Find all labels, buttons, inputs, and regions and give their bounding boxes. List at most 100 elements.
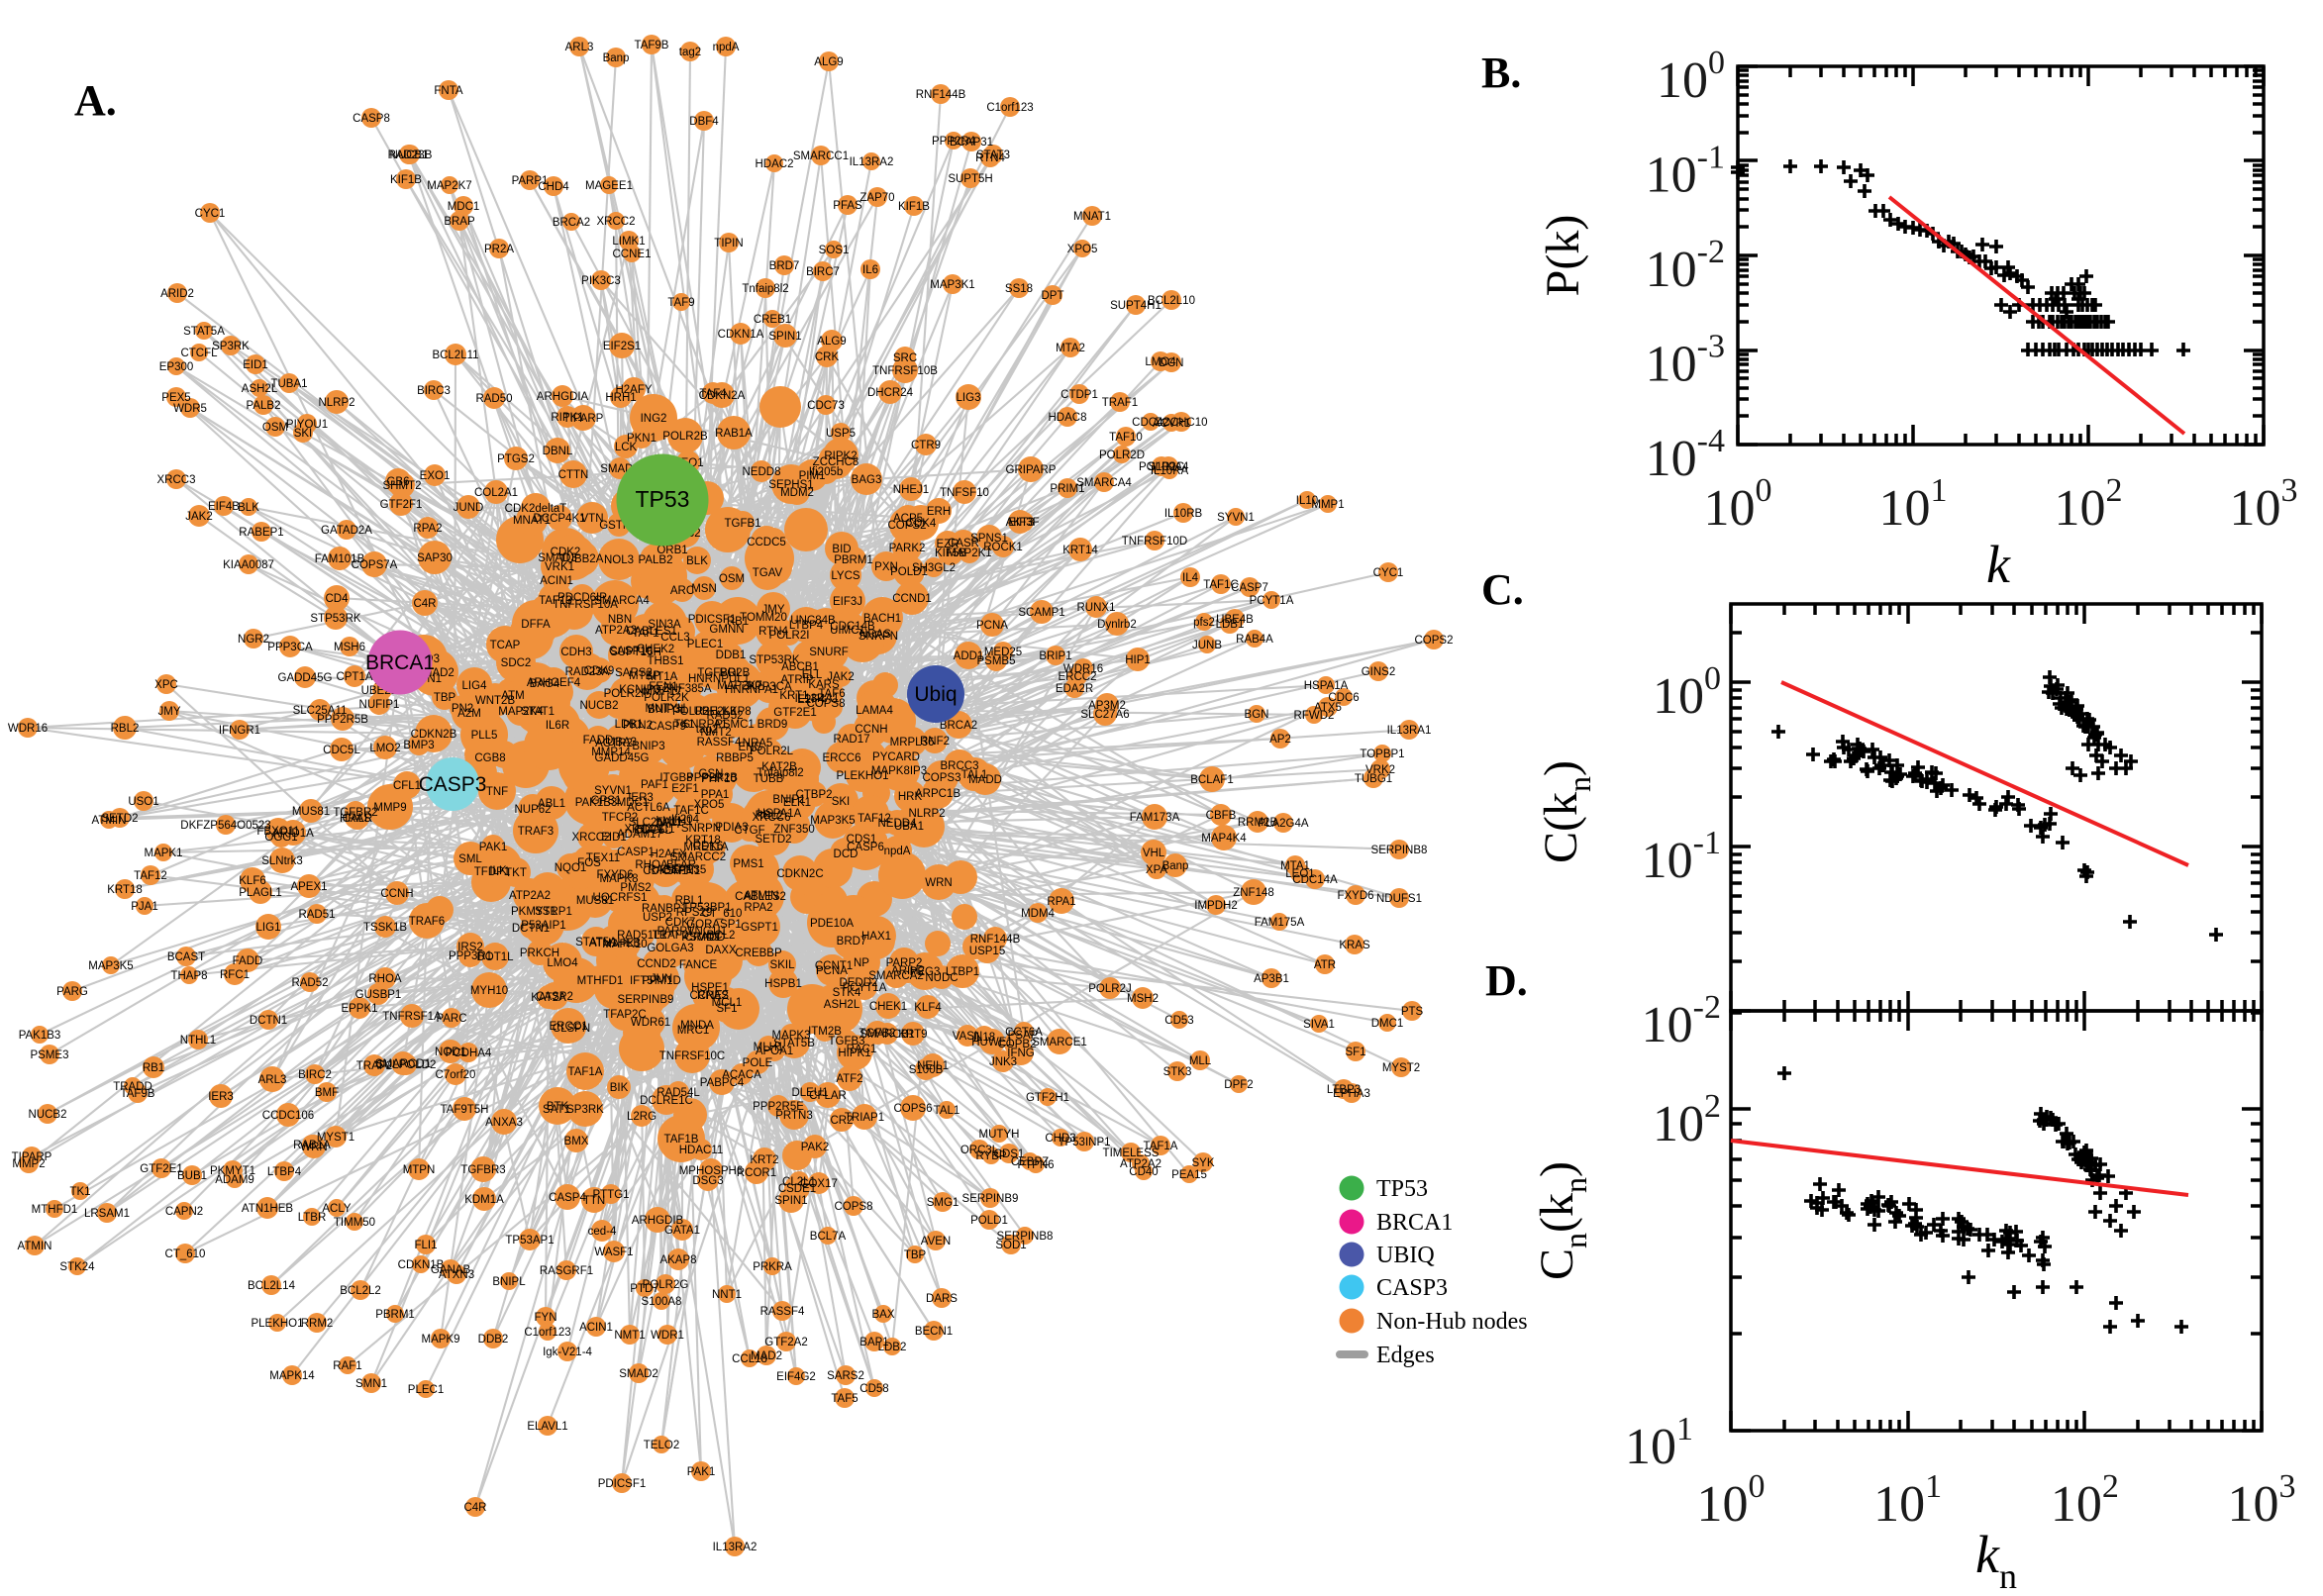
svg-text:CASP8: CASP8 xyxy=(353,113,390,125)
svg-text:CYC1: CYC1 xyxy=(195,208,226,220)
svg-text:SOD1: SOD1 xyxy=(995,1240,1026,1251)
svg-text:SLC25A11: SLC25A11 xyxy=(293,705,348,717)
svg-text:PARP1: PARP1 xyxy=(512,175,549,187)
svg-text:ATMIN: ATMIN xyxy=(92,815,127,827)
svg-text:CASR: CASR xyxy=(948,538,979,549)
svg-text:VHL: VHL xyxy=(1143,848,1165,859)
svg-text:OSM: OSM xyxy=(719,573,745,585)
svg-text:SNURF: SNURF xyxy=(809,647,849,658)
svg-text:RIPK2: RIPK2 xyxy=(824,450,857,462)
svg-text:CCT6A: CCT6A xyxy=(1005,1027,1043,1039)
svg-text:TNFRSF10B: TNFRSF10B xyxy=(872,365,938,377)
svg-text:TRAF2: TRAF2 xyxy=(356,1060,392,1072)
svg-text:P(k): P(k) xyxy=(1537,215,1589,297)
svg-text:S100A8: S100A8 xyxy=(642,1296,682,1308)
svg-text:KLF4: KLF4 xyxy=(914,1002,942,1014)
svg-text:WDR1: WDR1 xyxy=(651,1330,684,1342)
svg-text:DFFA: DFFA xyxy=(521,619,551,631)
svg-text:MAP2K7: MAP2K7 xyxy=(427,180,471,192)
svg-text:DKFZP564O0523: DKFZP564O0523 xyxy=(180,820,270,832)
svg-text:TUBB: TUBB xyxy=(754,773,784,785)
svg-text:CYC1: CYC1 xyxy=(1373,567,1404,579)
svg-text:CDK9: CDK9 xyxy=(584,665,615,677)
svg-text:NUFIP1: NUFIP1 xyxy=(359,699,400,711)
svg-text:LIG4: LIG4 xyxy=(462,680,488,692)
svg-text:ALG9: ALG9 xyxy=(814,56,843,68)
svg-text:PRKRA: PRKRA xyxy=(753,1261,792,1273)
svg-text:CDK2: CDK2 xyxy=(551,547,581,558)
svg-text:PAK2: PAK2 xyxy=(801,1142,830,1153)
svg-text:FANCE: FANCE xyxy=(679,959,718,971)
svg-text:ACLY: ACLY xyxy=(322,1203,352,1215)
svg-text:PCDHA4: PCDHA4 xyxy=(446,1047,492,1059)
svg-text:APEX1: APEX1 xyxy=(290,881,327,893)
svg-text:PLA2G4A: PLA2G4A xyxy=(1258,818,1308,830)
svg-text:IL6R: IL6R xyxy=(546,720,569,732)
svg-text:C4R: C4R xyxy=(463,1502,486,1514)
svg-text:IER3: IER3 xyxy=(208,1091,234,1103)
svg-text:COPS8: COPS8 xyxy=(835,1201,873,1213)
svg-text:SAT1: SAT1 xyxy=(543,1104,570,1116)
svg-text:NUDC: NUDC xyxy=(925,972,958,984)
svg-text:PPA1: PPA1 xyxy=(701,789,730,801)
svg-text:TRADD: TRADD xyxy=(113,1081,152,1093)
svg-text:WDR5: WDR5 xyxy=(173,403,207,415)
svg-text:BNIP3: BNIP3 xyxy=(632,741,664,752)
svg-text:SP3RK: SP3RK xyxy=(212,341,250,352)
svg-text:RAB1A: RAB1A xyxy=(715,428,753,440)
svg-text:LIG1: LIG1 xyxy=(256,922,281,934)
svg-text:ILK: ILK xyxy=(489,865,507,877)
svg-text:BMF: BMF xyxy=(315,1087,339,1099)
svg-text:ASH2L: ASH2L xyxy=(242,383,278,395)
svg-text:CD53: CD53 xyxy=(1164,1015,1193,1027)
svg-text:PARG: PARG xyxy=(56,986,88,998)
svg-text:CDC73: CDC73 xyxy=(807,400,845,412)
svg-text:STK24: STK24 xyxy=(59,1261,95,1273)
svg-text:FADD: FADD xyxy=(233,955,263,967)
svg-text:CREBBP: CREBBP xyxy=(735,948,782,959)
svg-text:STK4: STK4 xyxy=(833,987,861,999)
svg-text:D.: D. xyxy=(1485,956,1528,1005)
svg-text:KIF1B: KIF1B xyxy=(390,174,422,186)
svg-text:MLL: MLL xyxy=(1189,1055,1212,1067)
svg-text:EDA2R: EDA2R xyxy=(1056,683,1093,695)
svg-text:LMO2: LMO2 xyxy=(369,743,400,754)
svg-text:MTPN: MTPN xyxy=(403,1164,436,1176)
svg-text:GMNN: GMNN xyxy=(709,624,744,636)
svg-text:PYCARD: PYCARD xyxy=(872,751,920,763)
svg-text:A2M: A2M xyxy=(457,708,481,720)
svg-text:TIMM50: TIMM50 xyxy=(334,1217,375,1229)
svg-text:MAPK10: MAPK10 xyxy=(602,939,647,950)
svg-text:MSH2: MSH2 xyxy=(1127,993,1159,1005)
svg-text:MNAT1: MNAT1 xyxy=(1073,211,1111,223)
svg-text:GB6: GB6 xyxy=(386,476,409,488)
svg-text:BECN1: BECN1 xyxy=(915,1326,953,1338)
svg-text:NRA5: NRA5 xyxy=(743,738,773,749)
svg-text:POLR2I: POLR2I xyxy=(769,630,810,642)
svg-text:RAD51: RAD51 xyxy=(298,909,335,921)
svg-text:SLNtrk3: SLNtrk3 xyxy=(261,855,303,867)
svg-text:PPP3CA: PPP3CA xyxy=(267,642,313,653)
svg-text:SMARCC1: SMARCC1 xyxy=(793,150,849,162)
svg-text:EXO1: EXO1 xyxy=(420,470,451,482)
svg-text:TNFRSF1A: TNFRSF1A xyxy=(382,1011,442,1023)
svg-text:JUNB: JUNB xyxy=(1192,640,1222,651)
svg-text:MADD: MADD xyxy=(968,774,1002,786)
svg-text:BRCA2: BRCA2 xyxy=(553,217,590,229)
svg-text:BAG3: BAG3 xyxy=(852,474,882,486)
svg-text:NLRP2: NLRP2 xyxy=(318,397,354,409)
svg-text:COL2A1: COL2A1 xyxy=(474,487,518,499)
svg-text:MDC1: MDC1 xyxy=(448,201,480,213)
svg-text:ARHGDIA: ARHGDIA xyxy=(537,391,589,403)
svg-text:PSME3: PSME3 xyxy=(31,1049,69,1061)
svg-text:SOS1: SOS1 xyxy=(819,245,850,256)
svg-text:BNIPL: BNIPL xyxy=(492,1276,526,1288)
svg-text:FLI1: FLI1 xyxy=(414,1240,437,1251)
svg-text:TAF13: TAF13 xyxy=(539,595,572,607)
svg-text:ARHGEF4: ARHGEF4 xyxy=(527,677,581,689)
svg-text:XPO5: XPO5 xyxy=(1067,244,1098,255)
svg-text:GRIPARP: GRIPARP xyxy=(1006,464,1057,476)
svg-text:UNC84B: UNC84B xyxy=(790,615,836,627)
svg-text:ASH2L: ASH2L xyxy=(824,999,860,1011)
svg-text:COPS6: COPS6 xyxy=(894,1103,933,1115)
